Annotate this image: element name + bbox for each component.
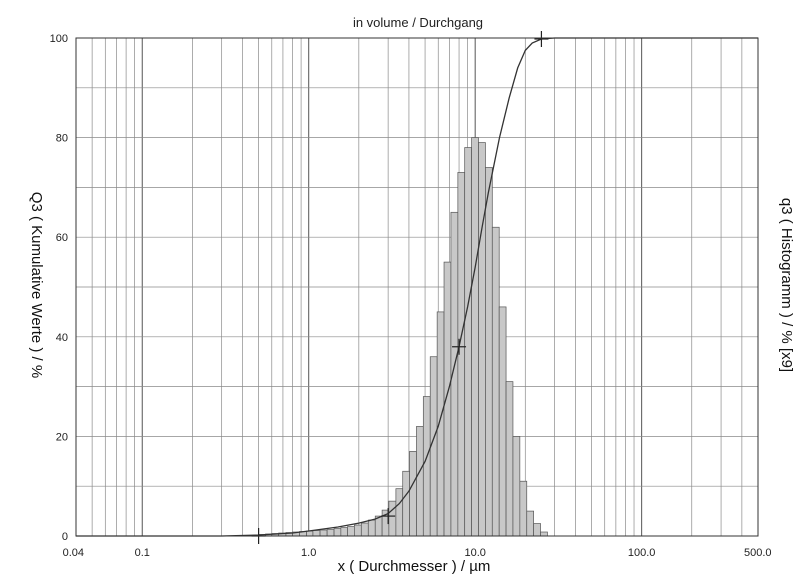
y-axis-title-left: Q3 ( Kumulative Werte ) / %	[28, 192, 45, 378]
histogram-bar	[533, 523, 541, 537]
y-tick-label: 60	[56, 232, 68, 244]
histogram-bar	[422, 396, 431, 537]
histogram-bar	[540, 531, 548, 537]
y-tick-label: 100	[50, 33, 68, 45]
histogram-bar	[505, 381, 514, 537]
y-tick-label: 40	[56, 332, 68, 344]
y-tick-label: 80	[56, 133, 68, 145]
chart-title: in volume / Durchgang	[353, 15, 483, 30]
histogram-bar	[402, 470, 411, 537]
curve-marker	[534, 30, 549, 47]
histogram-bar	[367, 519, 376, 537]
histogram-bar	[526, 510, 534, 537]
curve-marker	[381, 508, 396, 525]
histogram-bar	[491, 226, 500, 537]
histogram-bar	[478, 142, 486, 537]
histogram-bar	[319, 529, 328, 537]
y-tick-label: 0	[62, 531, 68, 543]
cumulative-curve	[76, 37, 758, 537]
histogram-bar	[353, 524, 362, 537]
histogram-bar	[333, 528, 342, 537]
histogram-bar	[416, 426, 424, 537]
x-tick-label: 0.04	[63, 547, 84, 559]
x-axis-title: x ( Durchmesser ) / µm	[338, 558, 491, 575]
histogram-bar	[471, 137, 479, 537]
x-tick-label: 10.0	[464, 547, 485, 559]
plot-frame	[75, 37, 759, 537]
curve-markers	[251, 30, 549, 544]
histogram-bar	[436, 311, 445, 537]
histogram-bar	[464, 147, 472, 537]
histogram-bar	[388, 500, 397, 537]
cumulative-line	[76, 37, 758, 537]
histogram-bar	[485, 167, 493, 537]
x-tick-labels: 0.04 0.1 1.0 10.0 100.0 500.0	[63, 547, 772, 559]
histogram-bar	[409, 450, 417, 537]
histogram-bar	[340, 527, 348, 537]
histogram-bar	[519, 480, 528, 537]
x-tick-label: 500.0	[744, 547, 772, 559]
histogram-bar	[395, 488, 404, 537]
y-axis-title-right: q3 ( Histogramm ) / % [x9]	[778, 198, 795, 372]
x-tick-label: 0.1	[135, 547, 150, 559]
histogram-bar	[312, 530, 321, 537]
histogram-bar	[512, 436, 521, 537]
curve-marker	[452, 338, 467, 355]
histogram-bar	[347, 526, 355, 537]
histogram-bar	[326, 529, 335, 537]
histogram-bar	[360, 522, 369, 537]
histogram-bar	[498, 306, 507, 537]
histogram-bar	[443, 261, 452, 537]
x-tick-label: 1.0	[301, 547, 316, 559]
y-tick-labels: 0 20 40 60 80 100	[50, 33, 68, 543]
y-tick-label: 20	[56, 431, 68, 443]
x-tick-label: 100.0	[628, 547, 656, 559]
